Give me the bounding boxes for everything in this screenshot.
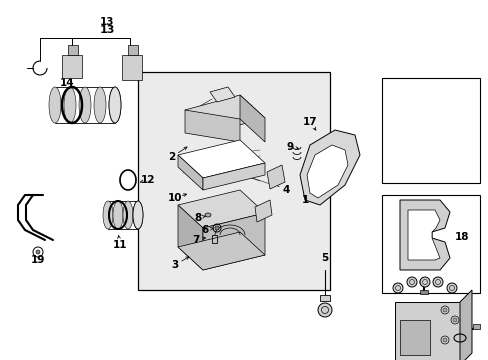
Ellipse shape (204, 213, 210, 217)
Polygon shape (62, 55, 82, 78)
Bar (212, 235, 217, 243)
Bar (138, 72, 329, 290)
Polygon shape (178, 190, 264, 228)
Polygon shape (203, 163, 264, 190)
Circle shape (36, 250, 40, 254)
Polygon shape (306, 145, 347, 198)
Polygon shape (184, 95, 264, 133)
Polygon shape (184, 110, 240, 142)
Polygon shape (254, 200, 271, 222)
Text: 13: 13 (99, 25, 115, 35)
Ellipse shape (109, 87, 121, 123)
Ellipse shape (49, 87, 61, 123)
Polygon shape (68, 45, 78, 55)
Polygon shape (178, 140, 264, 178)
Text: 2: 2 (168, 152, 175, 162)
Polygon shape (459, 290, 471, 360)
Circle shape (317, 303, 331, 317)
Ellipse shape (64, 87, 76, 123)
Text: 5: 5 (321, 253, 328, 263)
Bar (472, 324, 479, 329)
Circle shape (452, 318, 456, 322)
Polygon shape (266, 165, 285, 189)
Ellipse shape (103, 201, 113, 229)
Text: 14: 14 (60, 78, 74, 88)
Text: 18: 18 (454, 232, 468, 242)
Text: 9: 9 (286, 142, 293, 152)
Ellipse shape (133, 201, 142, 229)
Circle shape (432, 277, 442, 287)
Text: 4: 4 (282, 185, 289, 195)
Polygon shape (178, 205, 203, 270)
Circle shape (442, 308, 446, 312)
Text: 12: 12 (141, 175, 155, 185)
Polygon shape (240, 95, 264, 142)
Circle shape (419, 277, 429, 287)
Circle shape (392, 283, 402, 293)
Bar (381, 195, 479, 293)
Ellipse shape (109, 87, 121, 123)
Polygon shape (178, 155, 203, 190)
Circle shape (215, 226, 219, 230)
Ellipse shape (79, 87, 91, 123)
Ellipse shape (113, 201, 123, 229)
Text: 10: 10 (167, 193, 182, 203)
Bar (319, 295, 329, 301)
Text: 8: 8 (194, 213, 201, 223)
Text: 3: 3 (171, 260, 178, 270)
Polygon shape (399, 320, 429, 355)
Ellipse shape (133, 201, 142, 229)
Text: 17: 17 (302, 117, 317, 127)
Polygon shape (394, 302, 459, 360)
Text: 1: 1 (301, 195, 308, 205)
Ellipse shape (94, 87, 106, 123)
Circle shape (446, 283, 456, 293)
Polygon shape (203, 213, 264, 270)
Text: 16: 16 (457, 345, 471, 355)
Circle shape (442, 338, 446, 342)
Polygon shape (128, 45, 138, 55)
Circle shape (406, 277, 416, 287)
Polygon shape (299, 130, 359, 205)
Text: 11: 11 (113, 240, 127, 250)
Polygon shape (209, 87, 235, 102)
Polygon shape (399, 200, 449, 270)
Text: 13: 13 (100, 17, 114, 27)
Text: 7: 7 (192, 235, 199, 245)
Bar (419, 290, 427, 294)
Bar (381, 78, 479, 183)
Polygon shape (178, 232, 264, 270)
Polygon shape (122, 55, 142, 80)
Polygon shape (407, 210, 439, 260)
Text: 6: 6 (201, 225, 208, 235)
Ellipse shape (123, 201, 133, 229)
Text: 15: 15 (452, 330, 467, 340)
Text: 19: 19 (31, 255, 45, 265)
